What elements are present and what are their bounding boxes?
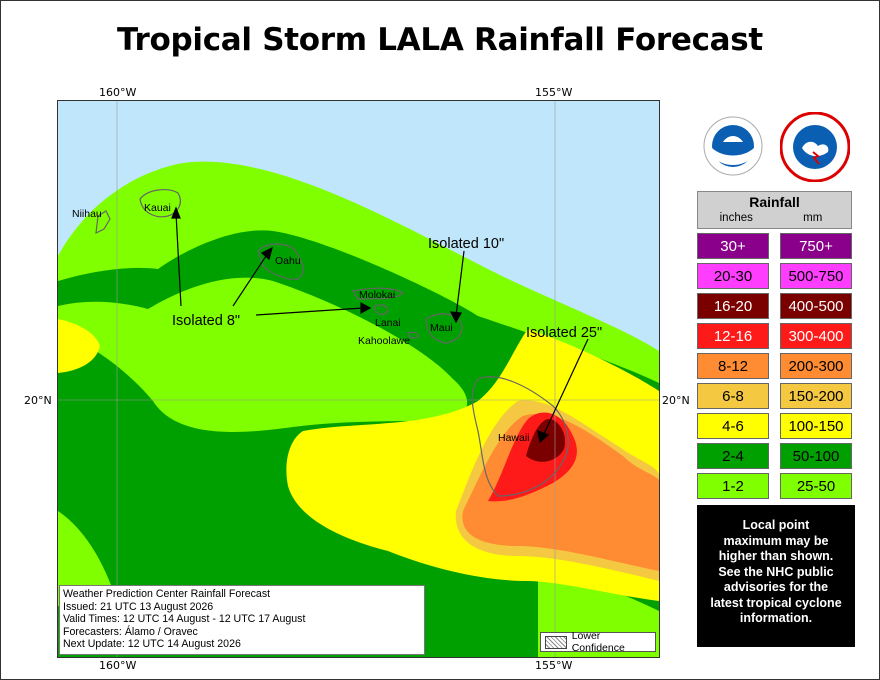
legend-row: 20-30 500-750: [697, 263, 852, 289]
kahoolawe-outline: [407, 331, 419, 339]
lon-label-160w-bottom: 160°W: [99, 659, 137, 672]
niihau-outline: [95, 210, 111, 235]
legend-cell-in: 2-4: [697, 443, 769, 469]
legend-cell-in: 4-6: [697, 413, 769, 439]
rainfall-legend: Rainfall inches mm 30+ 750+ 20-30 500-750 16…: [697, 191, 852, 499]
legend-rows: 30+ 750+ 20-30 500-750 16-20 400-500 12-16 300-…: [697, 233, 852, 499]
island-label-kahoolawe: Kahoolawe: [358, 335, 410, 347]
legend-cell-mm: 150-200: [780, 383, 852, 409]
lon-label-160w-top: 160°W: [99, 86, 137, 99]
legend-row: 8-12 200-300: [697, 353, 852, 379]
legend-title: Rainfall: [749, 194, 800, 210]
annotation-isolated-25: Isolated 25": [526, 325, 602, 341]
island-label-maui: Maui: [430, 322, 453, 334]
disclaimer-line: maximum may be: [723, 533, 829, 548]
legend-cell-in: 16-20: [697, 293, 769, 319]
map-svg: Niihau Kauai Oahu Molokai Lanai Maui Kah…: [58, 101, 659, 657]
island-label-kauai: Kauai: [144, 202, 171, 214]
info-line-issued: Issued: 21 UTC 13 August 2026: [63, 600, 214, 613]
legend-row: 2-4 50-100: [697, 443, 852, 469]
noaa-logo-icon: [703, 116, 763, 176]
legend-units: inches mm: [698, 211, 851, 225]
info-line-forecasters: Forecasters: Álamo / Oravec: [63, 625, 198, 638]
disclaimer-line: latest tropical cyclone: [710, 595, 842, 610]
lon-label-155w-top: 155°W: [535, 86, 573, 99]
lower-confidence-legend: Lower Confidence: [540, 630, 656, 654]
legend-cell-in: 8-12: [697, 353, 769, 379]
legend-cell-mm: 750+: [780, 233, 852, 259]
legend-cell-mm: 25-50: [780, 473, 852, 499]
legend-cell-in: 30+: [697, 233, 769, 259]
legend-cell-mm: 400-500: [780, 293, 852, 319]
disclaimer-line: See the NHC public: [718, 564, 834, 579]
graticule: [58, 101, 659, 657]
info-line-next-update: Next Update: 12 UTC 14 August 2026: [63, 638, 241, 651]
legend-cell-mm: 100-150: [780, 413, 852, 439]
legend-row: 4-6 100-150: [697, 413, 852, 439]
oahu-outline: [257, 243, 304, 280]
band-4-6-left: [58, 319, 100, 373]
lat-label-20n-left: 20°N: [24, 394, 52, 407]
lat-label-20n-right: 20°N: [662, 394, 690, 407]
legend-cell-mm: 500-750: [780, 263, 852, 289]
legend-cell-mm: 50-100: [780, 443, 852, 469]
disclaimer-line: higher than shown.: [718, 549, 834, 563]
island-label-oahu: Oahu: [275, 255, 301, 267]
island-outlines: [95, 189, 569, 497]
disclaimer-line: advisories for the: [723, 580, 829, 594]
disclaimer-line: information.: [739, 611, 813, 625]
kauai-outline: [139, 189, 181, 218]
legend-cell-mm: 200-300: [780, 353, 852, 379]
island-label-niihau: Niihau: [72, 208, 102, 220]
legend-unit-mm: mm: [803, 212, 823, 224]
legend-header: Rainfall inches mm: [697, 191, 852, 229]
annotation-arrows: [171, 206, 589, 444]
legend-cell-in: 6-8: [697, 383, 769, 409]
island-label-lanai: Lanai: [375, 317, 401, 329]
island-label-molokai: Molokai: [359, 289, 395, 301]
island-label-hawaii: Hawaii: [498, 432, 530, 444]
legend-row: 16-20 400-500: [697, 293, 852, 319]
disclaimer-line: Local point: [742, 518, 810, 532]
legend-cell-in: 20-30: [697, 263, 769, 289]
info-line-valid-times: Valid Times: 12 UTC 14 August - 12 UTC 1…: [63, 613, 306, 626]
page-title: Tropical Storm LALA Rainfall Forecast: [117, 22, 763, 58]
legend-cell-in: 12-16: [697, 323, 769, 349]
legend-cell-mm: 300-400: [780, 323, 852, 349]
annotation-isolated-8: Isolated 8": [172, 313, 240, 329]
legend-row: 12-16 300-400: [697, 323, 852, 349]
maui-outline: [425, 313, 463, 344]
lower-confidence-label: Lower Confidence: [571, 630, 625, 654]
legend-row: 1-2 25-50: [697, 473, 852, 499]
legend-row: 30+ 750+: [697, 233, 852, 259]
lanai-outline: [373, 304, 389, 316]
rainfall-map: Niihau Kauai Oahu Molokai Lanai Maui Kah…: [57, 100, 660, 658]
forecast-info-box: Weather Prediction Center Rainfall Forec…: [59, 585, 425, 655]
legend-cell-in: 1-2: [697, 473, 769, 499]
annotation-isolated-10: Isolated 10": [428, 236, 504, 252]
info-line-product: Weather Prediction Center Rainfall Forec…: [63, 588, 271, 600]
lon-label-155w-bottom: 155°W: [535, 659, 573, 672]
hawaii-outline: [471, 376, 569, 497]
legend-row: 6-8 150-200: [697, 383, 852, 409]
disclaimer-box: Local point maximum may be higher than s…: [697, 505, 855, 647]
legend-unit-inches: inches: [719, 212, 753, 224]
band-1-2-inner: [58, 277, 468, 432]
hatch-swatch-icon: [545, 635, 567, 649]
nws-logo-icon: [780, 112, 850, 182]
molokai-outline: [352, 287, 404, 300]
